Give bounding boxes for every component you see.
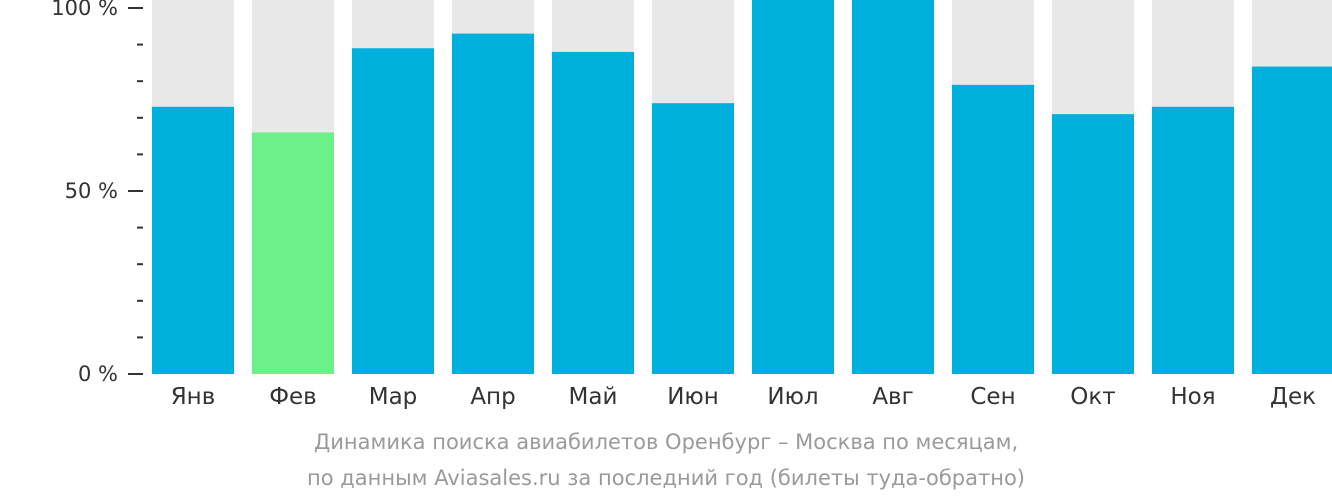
- x-tick-label: Июл: [767, 384, 818, 410]
- x-tick-label: Мар: [369, 384, 418, 410]
- bar-2: [252, 132, 334, 374]
- bar-1: [152, 106, 234, 374]
- x-tick-label: Апр: [470, 384, 515, 410]
- chart-caption-line-1: Динамика поиска авиабилетов Оренбург – М…: [313, 430, 1019, 454]
- x-tick-label: Май: [569, 384, 618, 410]
- bar-11: [1152, 106, 1234, 374]
- bar-4: [452, 33, 534, 375]
- x-tick-label: Июн: [667, 384, 719, 410]
- bar-5: [552, 51, 634, 375]
- bar-9: [952, 84, 1034, 375]
- y-axis: 0 % 50 % 100 %: [51, 0, 143, 386]
- y-tick-label: 100 %: [51, 0, 118, 20]
- x-tick-label: Ноя: [1170, 384, 1215, 410]
- bar-6: [652, 103, 734, 374]
- bar-7: [752, 0, 834, 374]
- x-tick-label: Янв: [171, 384, 216, 410]
- y-tick-label: 0 %: [78, 362, 118, 386]
- bars: [152, 0, 1332, 375]
- bar-10: [1052, 114, 1134, 374]
- bar-8: [852, 0, 934, 374]
- y-tick-label: 50 %: [65, 179, 118, 203]
- x-tick-label: Окт: [1070, 384, 1115, 410]
- x-tick-label: Авг: [872, 384, 913, 410]
- x-tick-label: Сен: [970, 384, 1015, 410]
- x-tick-label: Дек: [1270, 384, 1316, 410]
- bar-3: [352, 48, 434, 374]
- x-tick-label: Фев: [269, 384, 317, 410]
- x-axis-labels: Янв Фев Мар Апр Май Июн Июл Авг Сен Окт Ноя Дек: [171, 384, 1316, 410]
- bar-chart: 0 % 50 % 100 % Янв Фев Мар Апр Май Июн Июл Авг Сен…: [51, 0, 1332, 410]
- chart-caption-line-2: по данным Aviasales.ru за последний год …: [307, 466, 1025, 490]
- bar-12: [1252, 66, 1332, 374]
